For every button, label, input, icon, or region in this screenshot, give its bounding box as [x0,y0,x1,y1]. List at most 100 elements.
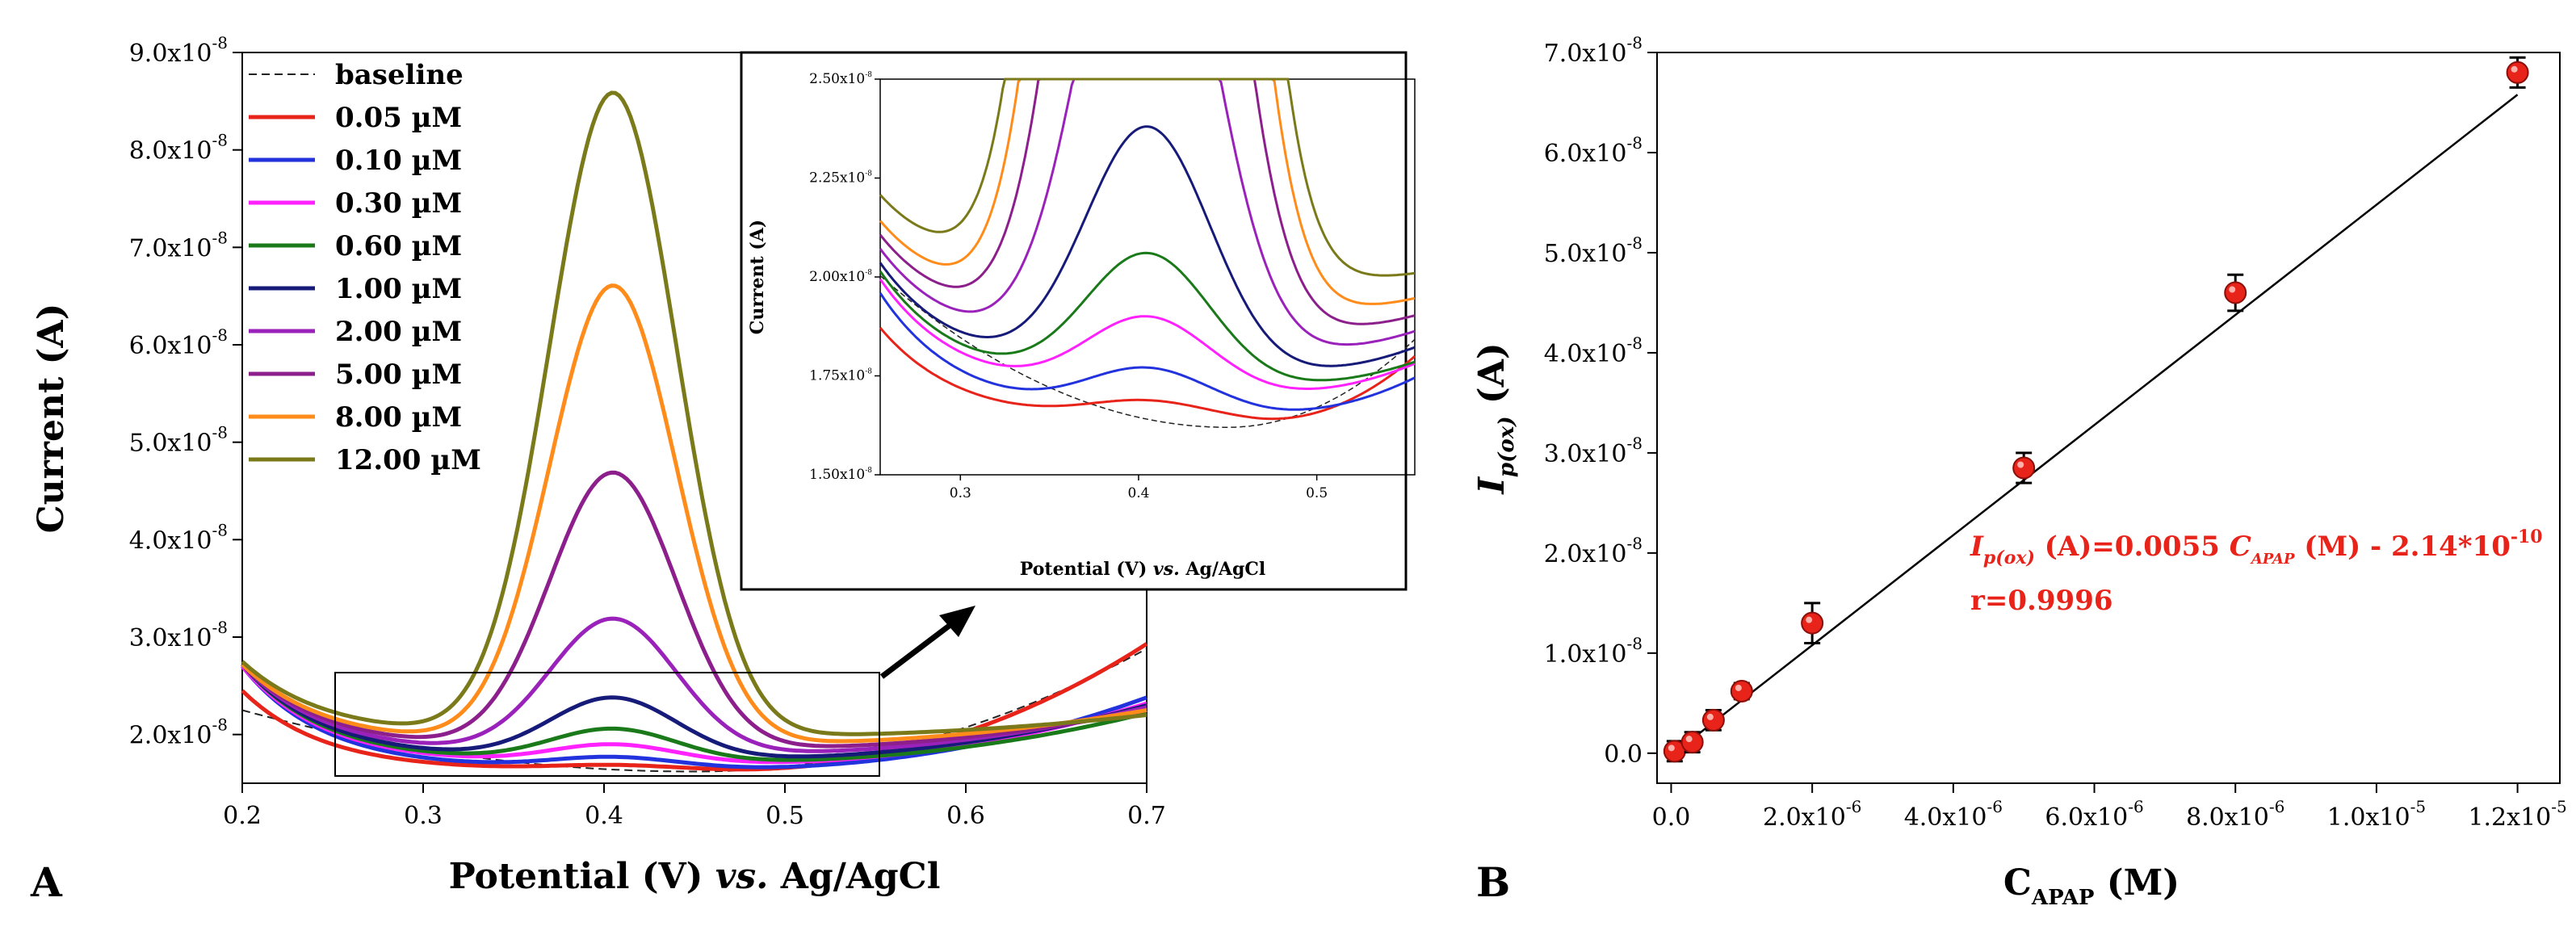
panel-b-axes: 0.0 2.0x10-6 4.0x10-6 6.0x10-6 8.0x10-6 1.0x1… [1544,33,2567,832]
y-tick-label: 5.0x10-8 [129,423,228,458]
curve-baseline [241,648,1147,773]
data-point-highlight [2511,65,2518,73]
zoom-region-box [334,672,880,777]
zoom-arrow [879,606,975,679]
inset-x-tick-label: 0.4 [1127,485,1149,501]
data-point [1730,679,1753,702]
y-tick-label: 2.0x10-8 [129,715,228,750]
panel-a-x-axis-title: Potential (V) vs. Ag/AgCl [449,856,941,897]
x-tick-label: 0.4 [585,802,623,830]
panel-a-y-axis-title: Current (A) [31,304,72,534]
inset-x-tick-label: 0.5 [1306,485,1328,501]
data-point-highlight [1706,713,1714,720]
b-y-tick-label: 5.0x10-8 [1544,233,1643,268]
x-tick-label: 0.2 [223,802,262,830]
correlation-coefficient: r=0.9996 [1970,585,2113,617]
legend-label: baseline [335,59,464,91]
y-tick-label: 6.0x10-8 [129,325,228,360]
data-point-highlight [2017,461,2024,468]
panel-b-data [1663,56,2529,763]
legend-label: 0.60 µM [335,230,462,262]
panel-b-x-axis-title: CAPAP (M) [2003,862,2180,910]
x-tick-label: 0.3 [404,802,443,830]
x-tick-label: 0.7 [1127,802,1166,830]
inset-curve-series-9 [879,78,1416,277]
fit-line [1670,94,2519,757]
data-point [2224,281,2247,304]
inset-curve-series-3 [879,278,1416,390]
inset-x-tick-label: 0.3 [950,485,971,501]
b-y-title-text: Ip(ox) (A) [1471,342,1519,495]
legend-label: 1.00 µM [335,273,462,305]
legend-label: 0.10 µM [335,145,462,177]
inset-y-tick-label: 2.00x10-8 [809,269,872,285]
b-x-tick-label: 1.0x10-5 [2327,797,2426,832]
b-y-tick-label: 0.0 [1604,740,1643,769]
inset-curve-series-5 [879,125,1416,367]
curve-series-4 [241,663,1147,762]
inset-curve-series-1 [879,326,1416,421]
b-x-title-text: CAPAP (M) [2003,862,2180,910]
legend-label: 0.05 µM [335,102,462,134]
curve-series-5 [241,663,1147,759]
panel-a-letter: A [30,858,63,906]
panel-a-curves [241,90,1148,773]
inset-frame [740,51,1408,591]
legend-label: 12.00 µM [335,444,481,476]
inset-curves [879,78,1416,428]
b-x-tick-label: 8.0x10-6 [2186,797,2284,832]
data-point-highlight [1806,616,1813,623]
data-point-highlight [1685,736,1693,743]
inset-curve-baseline [879,275,1416,428]
b-y-tick-label: 1.0x10-8 [1544,634,1643,669]
panel-b-plot-area [1656,52,2561,784]
y-tick-label: 4.0x10-8 [129,520,228,555]
y-tick-label: 8.0x10-8 [129,131,228,166]
b-x-tick-label: 0.0 [1652,803,1691,832]
b-y-tick-label: 2.0x10-8 [1544,534,1643,568]
inset-y-tick-label: 2.50x10-8 [809,71,872,87]
legend-label: 2.00 µM [335,316,462,348]
panel-a-axes: 0.2 0.3 0.4 0.5 0.6 0.7 2.0x10-8 3.0x10-8 4.0x10… [129,33,1166,830]
data-point [2506,61,2529,84]
data-point [1701,708,1725,732]
panel-a-legend: baseline 0.05 µM 0.10 µM 0.30 µM 0.60 µM 1.00… [249,59,481,476]
data-point-highlight [1668,744,1675,752]
b-x-tick-label: 1.2x10-5 [2468,797,2566,832]
curve-series-1 [241,642,1148,772]
b-y-tick-label: 4.0x10-8 [1544,333,1643,368]
curve-series-9 [241,90,1147,736]
b-x-tick-label: 6.0x10-6 [2045,797,2143,832]
y-tick-label: 3.0x10-8 [129,618,228,652]
y-tick-label: 7.0x10-8 [129,228,228,262]
inset-curve-series-4 [879,251,1416,382]
b-y-tick-label: 3.0x10-8 [1544,434,1643,468]
regression-equation: Ip(ox) (A)=0.0055 CAPAP (M) - 2.14*10-10… [1970,526,2543,617]
x-tick-label: 0.6 [946,802,985,830]
inset-x-axis-title: Potential (V) vs. Ag/AgCl [1020,559,1265,580]
b-y-tick-label: 7.0x10-8 [1544,33,1643,68]
data-point [2012,456,2036,480]
curve-series-7 [241,470,1147,749]
data-point-highlight [1735,684,1742,691]
data-point [1801,611,1824,635]
panel-b-y-axis-title: Ip(ox) (A) [1471,342,1519,495]
inset-axes: 0.3 0.4 0.5 1.50x10-8 1.75x10-8 2.00x10-8 2.25… [809,71,1328,501]
inset-y-tick-label: 1.75x10-8 [809,368,872,384]
legend-label: 0.30 µM [335,187,462,220]
x-tick-label: 0.5 [766,802,804,830]
panel-a-inset: 0.3 0.4 0.5 1.50x10-8 1.75x10-8 2.00x10-8 2.25… [740,51,1416,591]
b-x-tick-label: 2.0x10-6 [1763,797,1861,832]
b-x-tick-label: 4.0x10-6 [1904,797,2003,832]
curve-series-8 [241,283,1147,744]
legend-label: 8.00 µM [335,401,462,434]
data-point-highlight [2229,286,2236,293]
b-y-tick-label: 6.0x10-8 [1544,133,1643,168]
data-point [1680,731,1704,754]
inset-y-tick-label: 2.25x10-8 [809,170,872,187]
equation-line: Ip(ox) (A)=0.0055 CAPAP (M) - 2.14*10-10 [1970,526,2543,568]
legend-label: 5.00 µM [335,359,462,391]
inset-y-tick-label: 1.50x10-8 [809,467,872,483]
inset-curve-series-2 [879,292,1416,411]
